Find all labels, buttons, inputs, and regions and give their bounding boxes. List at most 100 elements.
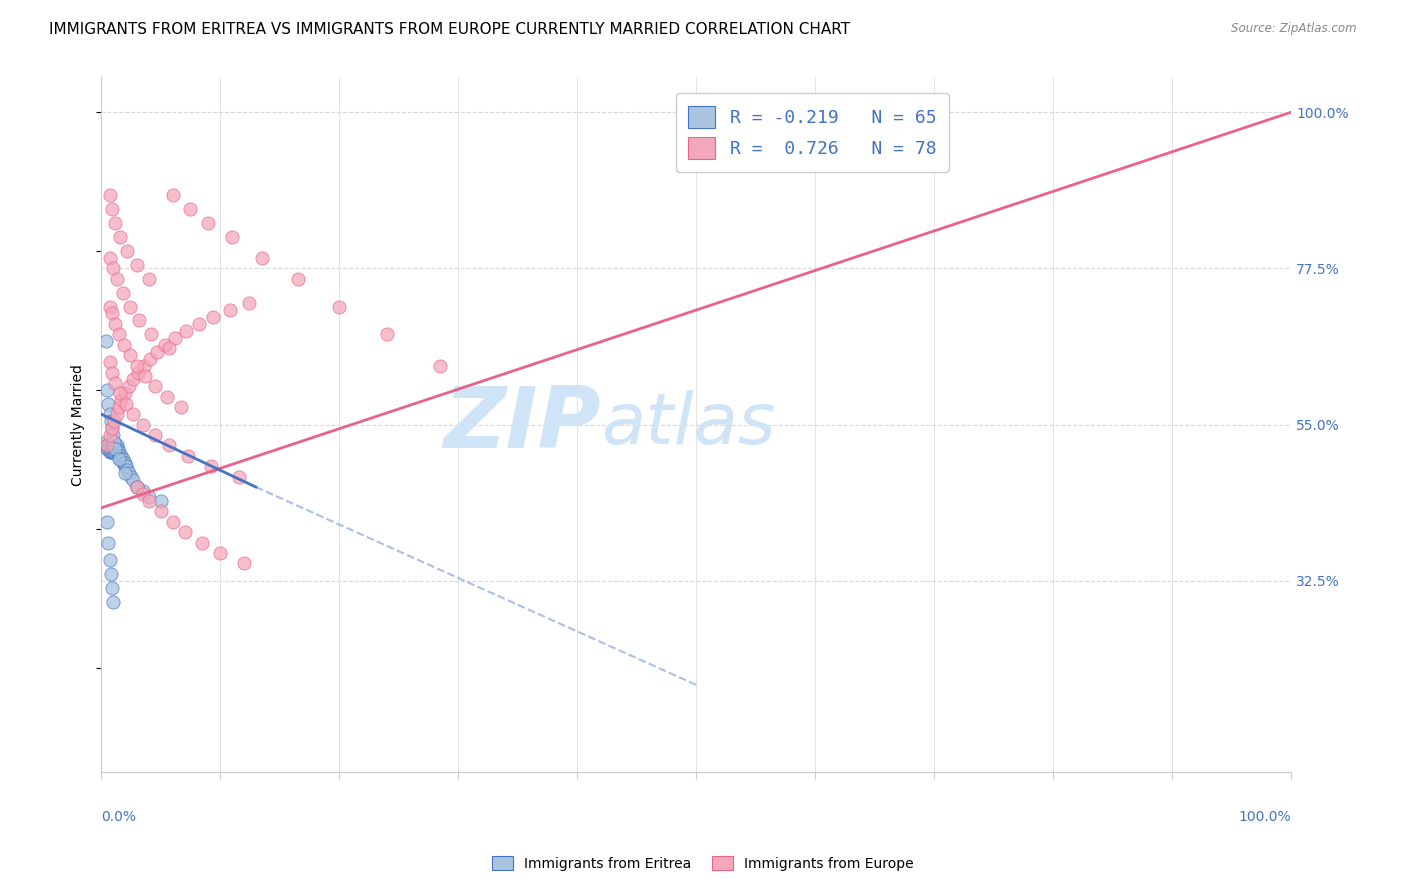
Point [173,525,195,540]
Point [375,327,398,342]
Point [110,393,132,408]
Point [98,407,121,421]
Point [101,442,124,456]
Point [100,442,122,456]
Point [120,469,142,483]
Point [108,327,131,342]
Point [134,368,156,383]
Point [111,452,134,467]
Point [149,494,172,508]
Point [122,372,145,386]
Point [221,230,243,244]
Point [122,473,145,487]
Text: atlas: atlas [600,390,776,459]
Point [103,445,125,459]
Point [104,216,127,230]
Point [287,272,309,286]
Point [100,445,122,459]
Point [143,428,166,442]
Point [104,376,127,390]
Point [156,390,179,404]
Point [107,445,129,459]
Point [132,483,155,498]
Point [238,296,260,310]
Point [105,407,128,421]
Point [98,438,121,452]
Point [100,414,122,428]
Point [117,244,139,258]
Point [101,434,124,449]
Point [114,386,136,401]
Point [125,480,148,494]
Text: IMMIGRANTS FROM ERITREA VS IMMIGRANTS FROM EUROPE CURRENTLY MARRIED CORRELATION : IMMIGRANTS FROM ERITREA VS IMMIGRANTS FR… [49,22,851,37]
Point [202,310,225,324]
Point [101,421,124,435]
Point [170,401,193,415]
Text: ZIP: ZIP [443,383,600,467]
Point [105,445,128,459]
Point [125,480,148,494]
Point [96,438,118,452]
Point [101,421,124,435]
Point [117,466,139,480]
Point [101,581,124,595]
Point [105,272,128,286]
Point [429,359,451,373]
Point [101,428,124,442]
Point [98,553,121,567]
Point [200,459,222,474]
Point [101,438,124,452]
Point [132,359,155,373]
Point [132,417,155,432]
Point [110,452,132,467]
Point [228,469,250,483]
Point [101,202,124,217]
Point [162,515,184,529]
Point [108,452,131,467]
Legend: Immigrants from Eritrea, Immigrants from Europe: Immigrants from Eritrea, Immigrants from… [486,850,920,876]
Point [111,285,134,300]
Point [155,337,177,351]
Point [143,379,166,393]
Point [107,442,129,456]
Point [115,459,138,474]
Point [96,383,118,397]
Text: 0.0%: 0.0% [101,810,136,824]
Point [97,438,120,452]
Point [104,445,127,459]
Point [98,445,121,459]
Point [98,355,121,369]
Point [117,463,139,477]
Point [96,515,118,529]
Point [103,414,125,428]
Point [187,317,209,331]
Point [112,456,135,470]
Point [108,445,131,459]
Point [101,306,124,320]
Point [98,188,121,202]
Point [98,428,121,442]
Point [177,449,200,463]
Point [98,251,121,265]
Point [103,434,125,449]
Point [218,303,240,318]
Point [125,480,148,494]
Point [101,366,124,380]
Point [98,300,121,314]
Point [117,379,139,393]
Point [96,438,118,452]
Point [104,317,127,331]
Point [108,401,131,415]
Point [101,438,124,452]
Point [101,442,124,456]
Point [138,272,160,286]
Point [108,449,131,463]
Point [110,230,132,244]
Point [115,397,138,411]
Point [101,445,124,459]
Point [163,331,186,345]
Point [105,442,128,456]
Point [114,459,136,474]
Point [209,546,232,560]
Point [101,594,124,608]
